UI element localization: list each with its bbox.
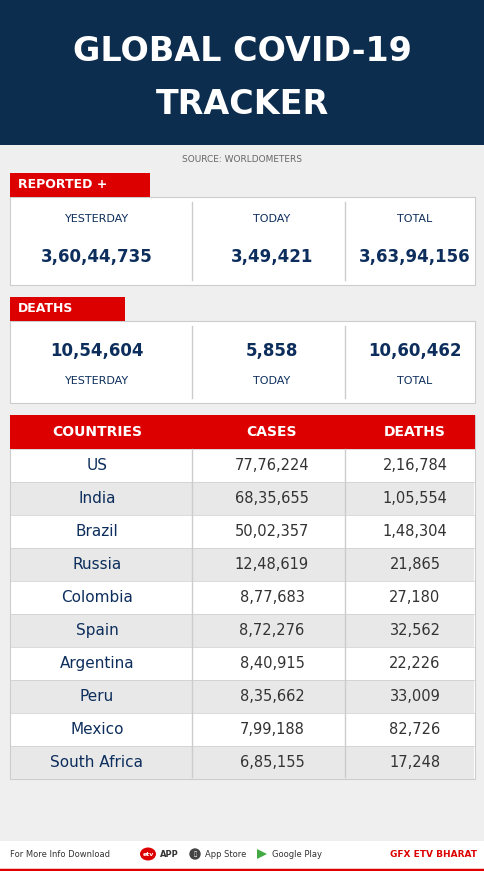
Text: GLOBAL COVID-19: GLOBAL COVID-19	[73, 36, 411, 69]
Bar	[10, 415, 474, 449]
Polygon shape	[257, 849, 267, 859]
Text: CASES: CASES	[246, 425, 297, 439]
Bar	[0, 0, 484, 145]
Text: SOURCE: WORLDOMETERS: SOURCE: WORLDOMETERS	[182, 154, 302, 164]
Text: 10,54,604: 10,54,604	[50, 342, 143, 360]
Text: 50,02,357: 50,02,357	[234, 524, 308, 539]
Text: 32,562: 32,562	[389, 623, 439, 638]
Text: 7,99,188: 7,99,188	[239, 722, 304, 737]
Text: 82,726: 82,726	[389, 722, 440, 737]
Text: 8,72,276: 8,72,276	[239, 623, 304, 638]
Text: : 	[193, 851, 196, 857]
Text: Brazil: Brazil	[76, 524, 118, 539]
Text: Colombia: Colombia	[61, 590, 133, 605]
Text: Mexico: Mexico	[70, 722, 123, 737]
Text: COUNTRIES: COUNTRIES	[52, 425, 142, 439]
Text: etv: etv	[142, 852, 153, 856]
Text: 3,63,94,156: 3,63,94,156	[359, 248, 470, 266]
Bar	[10, 415, 474, 779]
Text: Spain: Spain	[76, 623, 118, 638]
Text: South Africa: South Africa	[50, 755, 143, 770]
Bar	[11, 482, 473, 515]
Text: 12,48,619: 12,48,619	[234, 557, 308, 572]
Ellipse shape	[140, 847, 156, 861]
Text: TODAY: TODAY	[253, 376, 290, 386]
Bar	[11, 746, 473, 779]
Bar	[10, 321, 474, 403]
Text: 77,76,224: 77,76,224	[234, 458, 309, 473]
Text: 22,226: 22,226	[389, 656, 440, 671]
Text: DEATHS: DEATHS	[18, 302, 73, 315]
Bar	[10, 197, 474, 285]
Text: 3,49,421: 3,49,421	[230, 248, 313, 266]
Text: 10,60,462: 10,60,462	[367, 342, 461, 360]
Text: Google Play: Google Play	[272, 849, 321, 859]
Text: India: India	[78, 491, 116, 506]
Bar	[10, 173, 150, 197]
Bar	[11, 548, 473, 581]
Text: 21,865: 21,865	[389, 557, 439, 572]
Text: 5,858: 5,858	[245, 342, 298, 360]
Bar	[11, 614, 473, 647]
Text: 8,35,662: 8,35,662	[239, 689, 304, 704]
Text: APP: APP	[160, 849, 179, 859]
Bar	[10, 297, 125, 321]
Bar	[11, 680, 473, 713]
Text: 27,180: 27,180	[389, 590, 440, 605]
Text: GFX ETV BHARAT: GFX ETV BHARAT	[389, 849, 476, 859]
Text: 68,35,655: 68,35,655	[235, 491, 308, 506]
Text: Peru: Peru	[80, 689, 114, 704]
Text: Russia: Russia	[72, 557, 121, 572]
Text: DEATHS: DEATHS	[383, 425, 445, 439]
Text: 1,05,554: 1,05,554	[382, 491, 447, 506]
Text: YESTERDAY: YESTERDAY	[65, 376, 129, 386]
Text: TODAY: TODAY	[253, 214, 290, 224]
Text: 33,009: 33,009	[389, 689, 439, 704]
Text: 8,40,915: 8,40,915	[239, 656, 304, 671]
Text: Argentina: Argentina	[60, 656, 134, 671]
Text: 8,77,683: 8,77,683	[239, 590, 304, 605]
Text: 1,48,304: 1,48,304	[382, 524, 446, 539]
Text: 3,60,44,735: 3,60,44,735	[41, 248, 152, 266]
Text: 2,16,784: 2,16,784	[382, 458, 447, 473]
Text: YESTERDAY: YESTERDAY	[65, 214, 129, 224]
Bar	[0, 841, 484, 871]
Text: App Store: App Store	[205, 849, 246, 859]
Text: 17,248: 17,248	[389, 755, 439, 770]
Text: TRACKER: TRACKER	[155, 89, 329, 121]
Text: REPORTED +: REPORTED +	[18, 179, 107, 192]
Text: TOTAL: TOTAL	[396, 214, 432, 224]
Circle shape	[190, 849, 199, 859]
Text: For More Info Download: For More Info Download	[10, 849, 110, 859]
Text: US: US	[86, 458, 107, 473]
Text: TOTAL: TOTAL	[396, 376, 432, 386]
Text: 6,85,155: 6,85,155	[239, 755, 304, 770]
